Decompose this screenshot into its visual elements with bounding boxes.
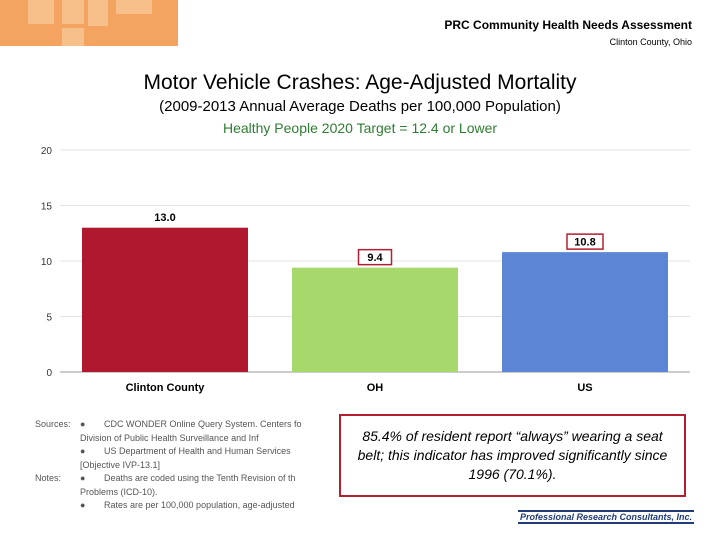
chart-title: Motor Vehicle Crashes: Age-Adjusted Mort…	[143, 71, 577, 94]
data-label-box	[357, 248, 393, 266]
header-title: PRC Community Health Needs Assessment	[444, 18, 692, 32]
x-tick-label: Clinton County	[126, 382, 206, 394]
bar-chart: 0 5 10 15 20 13.0 Clinton County 9.4 OH 10.8 US	[41, 146, 690, 394]
data-label: 9.4	[367, 252, 383, 264]
y-tick-label: 5	[46, 313, 52, 324]
bar	[82, 227, 248, 372]
sources-item: [Objective IVP-13.1]	[80, 459, 161, 470]
header-subtitle: Clinton County, Ohio	[609, 37, 692, 47]
y-tick-label: 10	[41, 257, 53, 268]
notes-item: ● Deaths are coded using the Tenth Revisi…	[80, 473, 296, 483]
notes-label: Notes:	[35, 473, 62, 483]
callout-box: 85.4% of resident report “always” wearin…	[339, 414, 686, 497]
logo-tile	[28, 0, 54, 24]
data-label: 13.0	[154, 212, 175, 224]
y-tick-label: 20	[41, 146, 53, 157]
sources-item: ● US Department of Health and Human Servi…	[80, 446, 291, 456]
y-tick-label: 15	[41, 202, 53, 213]
data-label-box	[566, 233, 604, 250]
logo-tile	[88, 0, 108, 26]
notes-item: Problems (ICD-10).	[80, 486, 158, 497]
notes-row: Notes: ● Deaths are coded using the Tenth…	[35, 472, 355, 513]
sources-label: Sources:	[35, 419, 71, 429]
x-tick-label: OH	[367, 382, 384, 394]
notes-block: Sources: ● CDC WONDER Online Query System…	[35, 418, 355, 513]
chart-subtitle: (2009-2013 Annual Average Deaths per 100…	[159, 98, 561, 115]
callout-text: 85.4% of resident report “always” wearin…	[357, 428, 668, 482]
logo-tile	[62, 28, 84, 46]
footer-brand: Professional Research Consultants, Inc.	[517, 510, 694, 524]
sources-item: Division of Public Health Surveillance a…	[80, 432, 259, 443]
x-tick-label: US	[577, 382, 592, 394]
data-label: 10.8	[574, 237, 595, 249]
y-tick-label: 0	[46, 368, 52, 379]
chart-target-label: Healthy People 2020 Target = 12.4 or Low…	[222, 120, 498, 136]
notes-item: ● Rates are per 100,000 population, age-a…	[80, 500, 295, 510]
logo-tile	[62, 0, 84, 24]
logo	[0, 0, 178, 46]
sources-item: ● CDC WONDER Online Query System. Centers…	[80, 419, 302, 429]
bar	[502, 252, 668, 372]
sources-row: Sources: ● CDC WONDER Online Query System…	[35, 418, 355, 472]
bar	[292, 267, 458, 372]
logo-tile	[116, 0, 152, 14]
